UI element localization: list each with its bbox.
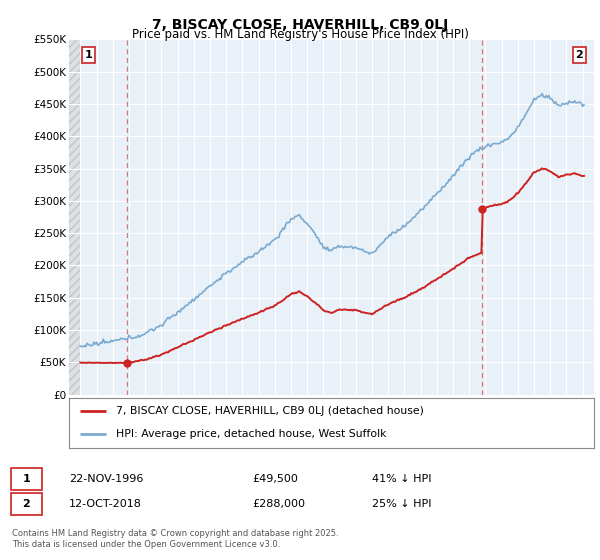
Text: £49,500: £49,500 (252, 474, 298, 484)
Text: 12-OCT-2018: 12-OCT-2018 (69, 499, 142, 509)
Bar (69, 39, 80, 395)
Text: 2: 2 (575, 50, 583, 60)
Text: HPI: Average price, detached house, West Suffolk: HPI: Average price, detached house, West… (116, 430, 387, 440)
Text: 2: 2 (23, 499, 30, 509)
Bar (69, 39, 80, 395)
Text: 25% ↓ HPI: 25% ↓ HPI (372, 499, 431, 509)
Text: Price paid vs. HM Land Registry's House Price Index (HPI): Price paid vs. HM Land Registry's House … (131, 28, 469, 41)
Text: £288,000: £288,000 (252, 499, 305, 509)
Text: 41% ↓ HPI: 41% ↓ HPI (372, 474, 431, 484)
Text: 7, BISCAY CLOSE, HAVERHILL, CB9 0LJ (detached house): 7, BISCAY CLOSE, HAVERHILL, CB9 0LJ (det… (116, 406, 424, 416)
Text: Contains HM Land Registry data © Crown copyright and database right 2025.
This d: Contains HM Land Registry data © Crown c… (12, 529, 338, 549)
Text: 1: 1 (23, 474, 30, 484)
Text: 1: 1 (85, 50, 92, 60)
Text: 22-NOV-1996: 22-NOV-1996 (69, 474, 143, 484)
Text: 7, BISCAY CLOSE, HAVERHILL, CB9 0LJ: 7, BISCAY CLOSE, HAVERHILL, CB9 0LJ (152, 18, 448, 32)
